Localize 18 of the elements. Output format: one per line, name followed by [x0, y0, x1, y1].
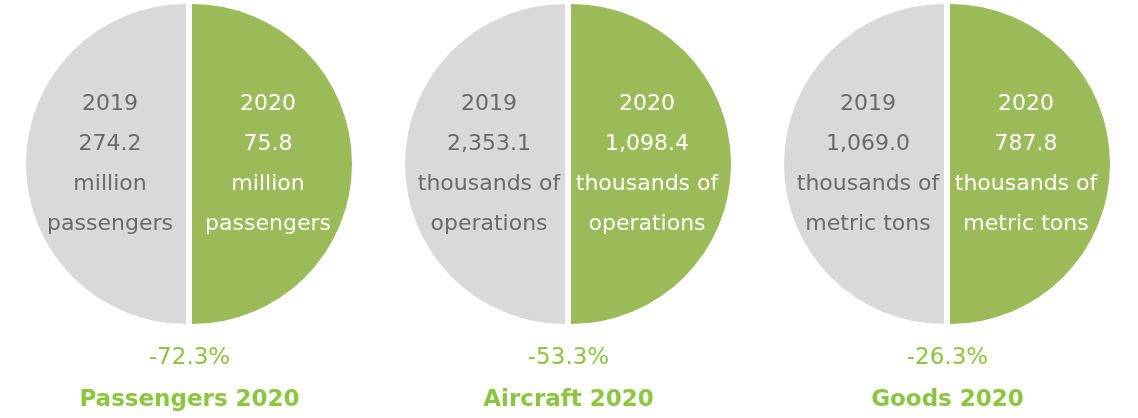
text: -72.3%	[148, 342, 231, 370]
text: 787.8 thousands of metric tons	[954, 129, 1099, 235]
text: 75.8 million passengers	[205, 129, 331, 235]
text: 274.2 million passengers	[47, 129, 173, 235]
text: 2,353.1 thousands of operations	[417, 129, 562, 235]
text: 1,098.4 thousands of operations	[575, 129, 720, 235]
slice-label: 2020	[998, 89, 1054, 115]
slice-label: 2020	[619, 89, 675, 115]
slice-label: 2019	[840, 89, 896, 115]
slice-label: 2019	[461, 89, 517, 115]
slice-label: 2019	[82, 89, 138, 115]
text: -53.3%	[527, 342, 610, 370]
text: -26.3%	[906, 342, 989, 370]
text: Goods 2020	[871, 384, 1024, 412]
text: 1,069.0 thousands of metric tons	[796, 129, 941, 235]
slice-label: 2020	[240, 89, 296, 115]
text: Aircraft 2020	[483, 384, 654, 412]
text: Passengers 2020	[79, 384, 300, 412]
